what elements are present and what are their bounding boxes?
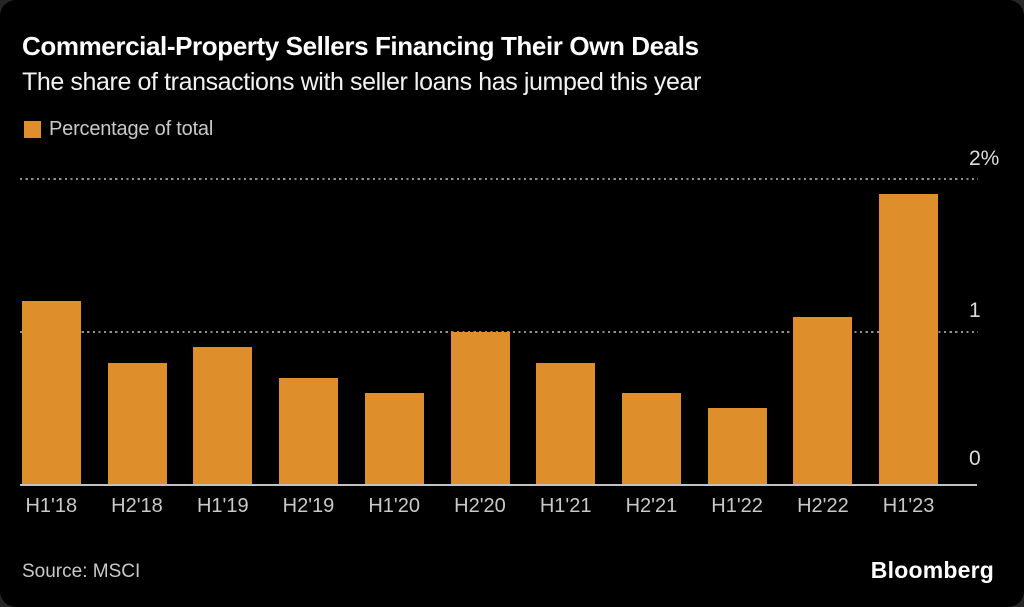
bar-H1'22 [707,408,767,485]
bar-H2'21 [621,393,681,485]
x-tick-label: H2'20 [454,495,506,517]
bar-H1'21 [536,363,596,485]
bar-H2'22 [793,317,853,485]
y-axis-tick-0: 0 [969,447,981,470]
bar-H1'18 [21,301,81,485]
chart-title: Commercial-Property Sellers Financing Th… [22,31,699,61]
bar-H1'20 [364,393,424,485]
x-tick-label: H1'20 [368,495,420,517]
x-tick-label: H1'18 [25,495,78,517]
bar-H2'20 [450,332,510,485]
chart-subtitle: The share of transactions with seller lo… [22,68,701,96]
y-axis-tick-1: 1 [969,299,981,322]
x-tick-label: H2'22 [797,495,849,517]
x-tick-label: H2'18 [111,495,163,517]
legend-swatch-icon [24,120,41,138]
x-tick-label: H1'19 [196,495,249,517]
x-axis-line [20,484,977,486]
bar-H2'19 [279,378,338,485]
x-tick-label: H1'23 [882,495,935,517]
bloomberg-logo: Bloomberg [870,557,994,583]
source-note: Source: MSCI [22,561,141,582]
x-tick-label: H2'19 [282,495,335,517]
y-axis-tick-2pct: 2% [969,147,1000,170]
gridline-2pct [20,178,978,180]
bar-H1'23 [879,194,939,485]
x-tick-label: H1'21 [539,495,592,517]
x-tick-label: H1'22 [711,495,763,517]
x-tick-label: H2'21 [625,495,678,517]
legend: Percentage of total [24,117,214,140]
bar-H1'19 [193,347,253,485]
bar-H2'18 [107,363,167,485]
legend-label: Percentage of total [49,117,214,140]
